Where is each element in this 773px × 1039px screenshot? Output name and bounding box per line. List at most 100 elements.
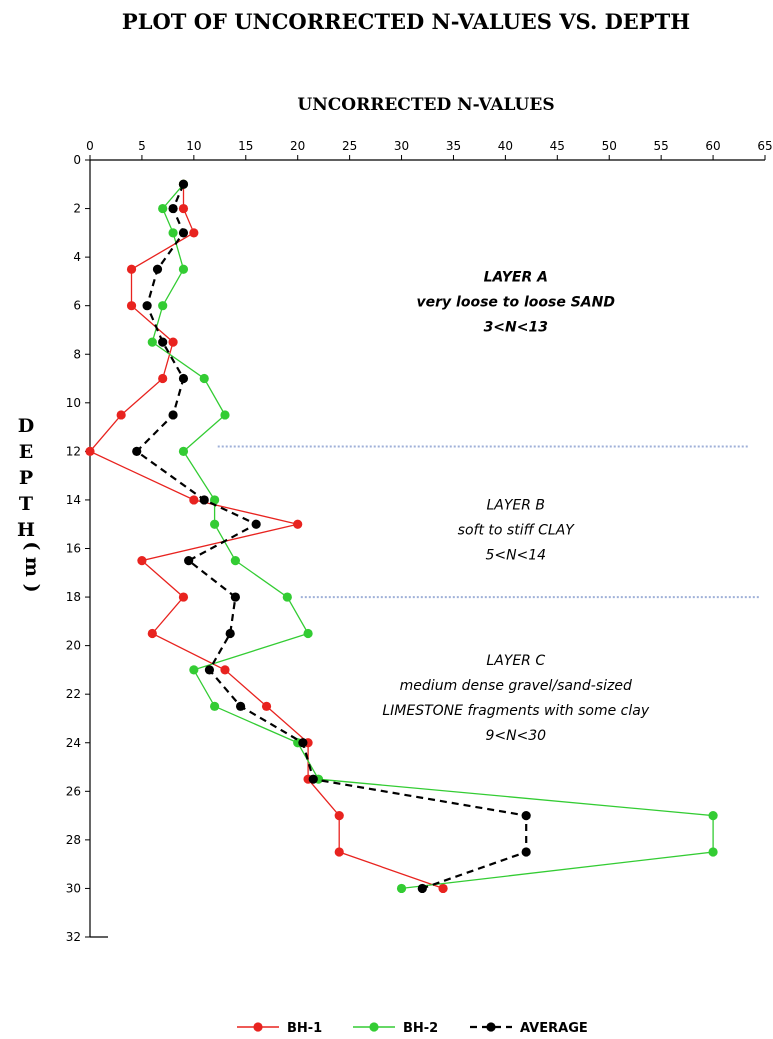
annotation-text: 5<N<14 — [485, 548, 546, 564]
data-point — [158, 373, 168, 384]
y-label-letter: P — [19, 467, 33, 489]
data-point — [168, 337, 178, 347]
y-tick-label: 16 — [66, 542, 81, 556]
data-point — [225, 628, 235, 639]
y-tick-label: 24 — [66, 736, 81, 750]
data-point — [189, 665, 199, 675]
data-point — [168, 410, 178, 420]
x-tick-label: 25 — [342, 139, 357, 153]
data-point — [152, 264, 163, 274]
data-point — [132, 446, 142, 456]
series-bh-2 — [147, 179, 718, 894]
data-point — [178, 228, 189, 238]
data-point — [438, 883, 448, 894]
data-point — [142, 301, 152, 311]
data-point — [189, 228, 199, 238]
y-label-letter: D — [18, 415, 34, 437]
data-point — [282, 592, 292, 602]
y-tick-label: 22 — [66, 687, 81, 701]
y-tick-label: 0 — [73, 153, 81, 167]
annotation-text: LAYER A — [484, 269, 548, 285]
data-point — [708, 810, 718, 821]
annotation-text: 3<N<13 — [484, 319, 548, 335]
plot-area: 0 5 10 15 20 25 30 35 40 45 50 55 60 6502468101214161… — [66, 139, 773, 944]
layer-annotation: LAYER A very loose to loose SAND 3<N<13 — [417, 269, 615, 335]
x-tick-label: 30 — [394, 139, 409, 153]
data-point — [251, 519, 261, 529]
y-tick-label: 20 — [66, 639, 81, 653]
annotation-text: LAYER B — [486, 498, 545, 514]
data-point — [417, 883, 427, 894]
annotation-text: LAYER C — [486, 653, 545, 669]
y-tick-label: 14 — [66, 493, 81, 507]
x-tick-label: 5 — [138, 139, 146, 153]
y-tick-label: 6 — [73, 299, 81, 313]
data-point — [235, 701, 246, 711]
y-tick-label: 8 — [73, 347, 81, 361]
y-label-letter: E — [19, 441, 33, 463]
y-tick-label: 18 — [66, 590, 81, 604]
data-point — [210, 701, 220, 711]
x-tick-label: 50 — [602, 139, 617, 153]
data-point — [168, 203, 178, 214]
data-point — [126, 301, 137, 311]
data-point — [303, 628, 313, 639]
data-point — [204, 665, 215, 675]
data-point — [178, 446, 189, 456]
data-point — [126, 264, 137, 274]
y-tick-label: 4 — [73, 250, 81, 264]
y-tick-label: 2 — [73, 202, 81, 216]
data-point — [298, 738, 308, 748]
data-point — [220, 410, 230, 420]
y-tick-label: 28 — [66, 833, 81, 847]
legend-item-average: AVERAGE — [470, 1021, 588, 1036]
data-point — [199, 495, 209, 505]
x-axis-title: UNCORRECTED N-VALUES — [297, 95, 554, 115]
legend-label: BH-2 — [403, 1021, 438, 1036]
data-point — [178, 179, 189, 189]
data-point — [521, 847, 531, 857]
data-point — [210, 495, 220, 505]
layer-annotation: LAYER C medium dense gravel/sand-sized LIM… — [382, 653, 649, 744]
data-point — [261, 701, 272, 711]
data-point — [708, 847, 718, 857]
x-tick-label: 55 — [654, 139, 669, 153]
data-point — [521, 810, 531, 821]
annotation-text: very loose to loose SAND — [417, 294, 615, 310]
legend: BH-1 BH-2 AVERAGE — [237, 1021, 588, 1036]
layer-annotation: LAYER B soft to stiff CLAY 5<N<14 — [458, 498, 576, 564]
data-point — [184, 556, 194, 566]
legend-item-bh-2: BH-2 — [353, 1021, 438, 1036]
x-tick-label: 0 — [86, 139, 94, 153]
legend-label: AVERAGE — [520, 1021, 588, 1036]
data-point — [137, 556, 147, 566]
chart-title: PLOT OF UNCORRECTED N-VALUES VS. DEPTH — [122, 9, 690, 34]
data-point — [220, 665, 230, 675]
series-average — [132, 179, 531, 894]
series-line — [151, 183, 714, 890]
legend-label: BH-1 — [287, 1021, 322, 1036]
x-tick-label: 15 — [238, 139, 253, 153]
x-tick-label: 45 — [550, 139, 565, 153]
data-point — [210, 519, 220, 529]
data-point — [334, 847, 344, 857]
data-point — [230, 592, 240, 602]
y-tick-label: 10 — [66, 396, 81, 410]
data-point — [334, 810, 344, 821]
data-point — [396, 883, 407, 894]
data-point — [147, 337, 157, 347]
data-point — [158, 203, 168, 214]
annotation-text: soft to stiff CLAY — [458, 523, 576, 539]
x-tick-label: 60 — [705, 139, 720, 153]
y-label-unit: ( m ) — [21, 541, 43, 592]
y-label-letter: T — [19, 493, 33, 515]
series-line — [88, 184, 444, 890]
legend-swatch-marker — [253, 1022, 263, 1032]
x-tick-label: 10 — [186, 139, 201, 153]
y-label-letter: H — [17, 519, 35, 541]
y-tick-label: 30 — [66, 881, 81, 895]
y-tick-label: 12 — [66, 444, 81, 458]
data-point — [293, 519, 303, 529]
y-tick-label: 32 — [66, 930, 81, 944]
y-axis-title: DEPTH( m ) — [17, 415, 43, 593]
